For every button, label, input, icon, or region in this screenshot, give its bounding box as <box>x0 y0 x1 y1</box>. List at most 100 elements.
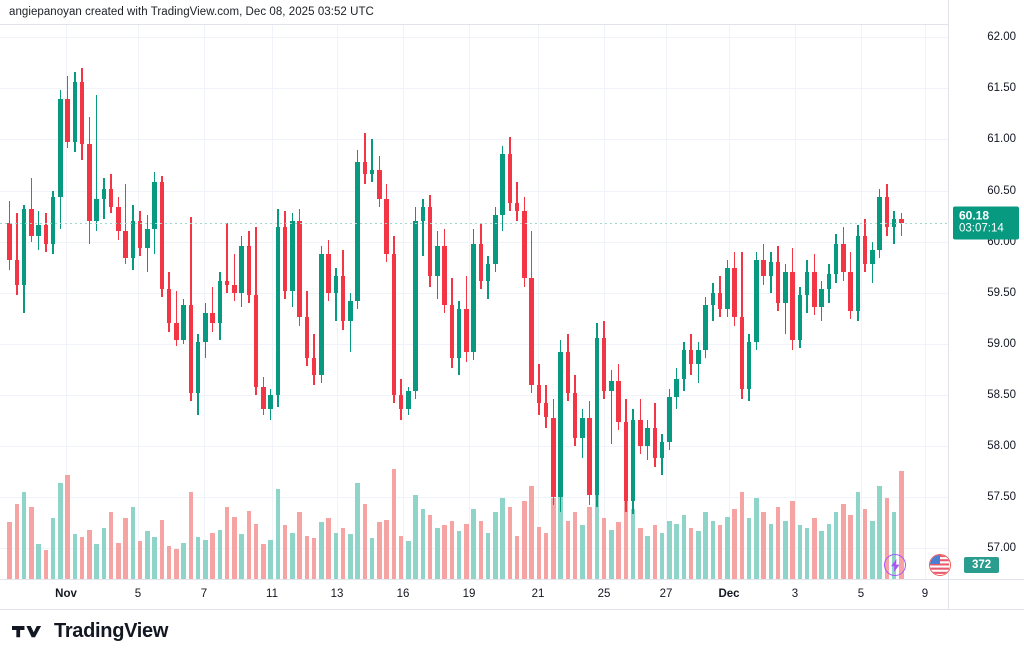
candle-body <box>884 196 890 228</box>
candle-body <box>152 182 157 230</box>
candle-wick <box>371 139 373 183</box>
candle-wick <box>233 253 236 301</box>
vertical-gridline <box>469 25 470 579</box>
volume-bar <box>377 522 382 579</box>
candle-body <box>580 417 585 438</box>
candle-body <box>130 221 136 259</box>
candle-body <box>493 215 498 265</box>
candle-wick <box>175 290 178 346</box>
candle-body <box>754 260 759 342</box>
volume-bar <box>877 486 882 579</box>
time-axis-tick: 27 <box>659 588 673 600</box>
volume-bar <box>652 525 658 579</box>
volume-bar <box>674 523 679 579</box>
volume-bar <box>529 486 534 579</box>
candle-body <box>261 386 266 410</box>
volume-bar <box>123 518 128 579</box>
volume-bar <box>500 497 505 579</box>
horizontal-gridline <box>0 37 948 39</box>
candle-body <box>674 378 679 398</box>
volume-bar <box>435 528 440 579</box>
volume-bar <box>572 512 578 579</box>
volume-bar <box>159 519 165 579</box>
volume-bar <box>638 528 643 579</box>
candle-body <box>311 358 317 375</box>
candle-body <box>638 419 643 447</box>
volume-bar <box>282 525 288 579</box>
volume-bar <box>174 548 179 579</box>
candle-body <box>783 272 788 303</box>
time-axis[interactable]: Nov 5 7 11 13 16 19 21 25 27 Dec 3 5 9 <box>0 580 948 609</box>
volume-bar <box>688 528 694 579</box>
volume-bar <box>710 521 716 579</box>
volume-bar <box>797 525 803 579</box>
volume-bar <box>65 474 70 579</box>
candle-body <box>587 417 592 496</box>
volume-bar <box>899 471 904 579</box>
us-flag-icon[interactable] <box>929 554 951 576</box>
vertical-gridline <box>604 25 605 579</box>
time-axis-tick: 21 <box>531 588 545 600</box>
volume-bar <box>413 494 418 579</box>
candle-body <box>870 249 875 265</box>
volume-bar <box>319 522 324 579</box>
candle-body <box>384 198 389 254</box>
candle-body <box>297 221 302 318</box>
time-axis-tick: 7 <box>200 588 208 600</box>
time-axis-tick: 3 <box>791 588 799 600</box>
candle-body <box>413 221 418 391</box>
volume-bar <box>145 531 150 579</box>
time-axis-tick: Nov <box>55 588 77 600</box>
candle-body <box>369 170 375 175</box>
time-axis-tick: 13 <box>330 588 344 600</box>
price-axis-tick: 58.50 <box>987 389 1016 401</box>
volume-bar <box>384 519 389 579</box>
candle-wick <box>335 268 337 322</box>
volume-bar <box>203 539 208 579</box>
vertical-gridline <box>66 25 67 579</box>
current-price-badge[interactable]: 60.18 03:07:14 <box>953 206 1019 240</box>
candle-body <box>188 305 194 393</box>
candle-body <box>159 182 165 289</box>
candle-body <box>319 253 324 375</box>
candle-body <box>797 294 803 340</box>
time-axis-tick: 5 <box>857 588 865 600</box>
candle-body <box>87 143 92 222</box>
volume-bar <box>616 522 621 579</box>
candle-body <box>217 280 223 324</box>
candle-body <box>290 221 295 291</box>
volume-badge[interactable]: 372 <box>964 557 1000 573</box>
volume-bar <box>609 529 614 579</box>
volume-bar <box>195 536 201 579</box>
volume-bar <box>181 542 186 579</box>
candle-body <box>696 350 701 365</box>
volume-bar <box>493 512 498 579</box>
volume-bar <box>449 521 455 579</box>
volume-bar <box>696 531 701 579</box>
candle-body <box>812 272 817 308</box>
chart-pane[interactable] <box>0 25 948 579</box>
candle-body <box>116 206 121 232</box>
candle-body <box>514 202 520 212</box>
lightning-bolt-icon[interactable] <box>884 554 906 576</box>
candle-body <box>790 272 795 340</box>
volume-bar <box>72 534 78 579</box>
candle-body <box>355 161 360 301</box>
price-axis[interactable]: 62.00 61.50 61.00 60.50 60.00 59.50 59.00 58.50… <box>949 25 1024 579</box>
candle-body <box>761 260 766 277</box>
volume-bar <box>232 516 237 579</box>
candle-body <box>529 278 534 385</box>
horizontal-gridline <box>0 139 948 141</box>
volume-bar <box>790 500 795 579</box>
candle-body <box>253 294 259 387</box>
candle-body <box>435 245 440 277</box>
volume-bar <box>29 506 34 579</box>
vertical-gridline <box>538 25 539 579</box>
candle-wick <box>103 178 105 220</box>
volume-bar <box>94 544 99 579</box>
candle-body <box>123 231 128 259</box>
horizontal-gridline <box>0 446 948 448</box>
volume-bar <box>507 506 513 579</box>
candle-body <box>268 395 273 410</box>
